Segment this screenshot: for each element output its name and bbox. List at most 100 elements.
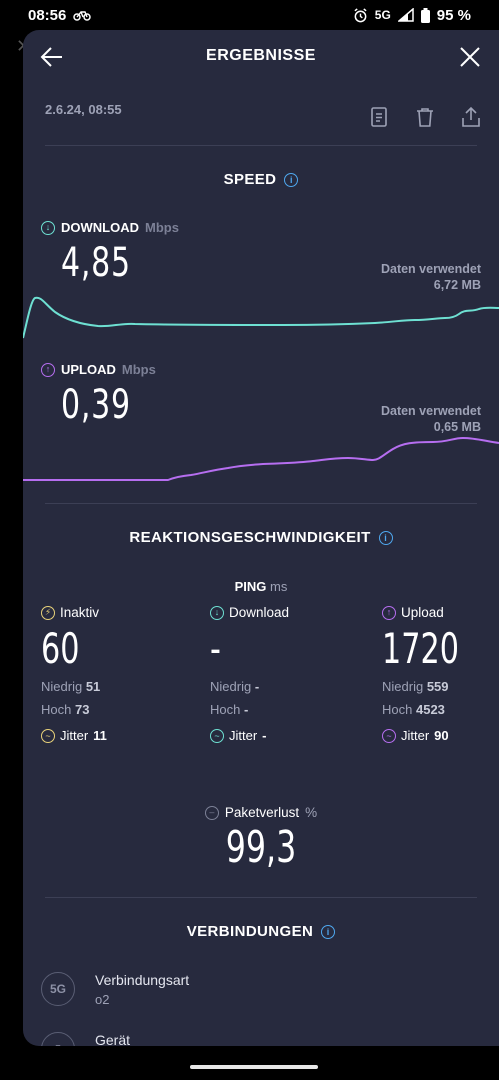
ping-download-high: Hoch - <box>210 702 360 722</box>
download-unit: Mbps <box>145 220 179 235</box>
upload-label: ↑ UPLOAD Mbps <box>41 362 156 377</box>
high-label: Hoch <box>382 702 413 717</box>
ping-upload-low: Niedrig 559 <box>382 679 492 699</box>
ping-download-column: ↓ Download - Niedrig - Hoch - ~ Jitter - <box>210 605 360 743</box>
result-date: 2.6.24, 08:55 <box>45 102 122 117</box>
ping-download-value: - <box>210 624 221 673</box>
low-label: Niedrig <box>382 679 424 694</box>
device-label: Gerät <box>95 1032 131 1046</box>
upload-unit: Mbps <box>121 362 156 377</box>
result-toolbar <box>368 106 482 128</box>
high-label: Hoch <box>41 702 72 717</box>
ping-label: PING <box>234 579 267 594</box>
packet-loss-value: 99,3 <box>225 822 297 873</box>
bike-icon <box>73 11 92 21</box>
trash-icon[interactable] <box>414 106 436 128</box>
jitter-value: 90 <box>434 728 449 743</box>
low-value: - <box>254 679 260 694</box>
download-data-used: Daten verwendet 6,72 MB <box>381 261 481 293</box>
home-gesture-bar[interactable] <box>190 1065 318 1069</box>
upload-value: 0,39 <box>61 382 131 428</box>
speed-info-icon[interactable]: i <box>284 172 299 187</box>
download-value: 4,85 <box>61 240 131 286</box>
status-time: 08:56 <box>28 6 67 24</box>
connections-info-icon[interactable]: i <box>321 924 336 939</box>
header: ERGEBNISSE <box>23 30 499 84</box>
ping-download-jitter: ~ Jitter - <box>210 728 360 743</box>
connections-section-title: VERBINDUNGEN i <box>23 923 499 940</box>
status-bar: 08:56 5G 95 % <box>0 0 499 30</box>
divider <box>45 897 477 898</box>
ping-download-label: ↓ Download <box>210 605 360 620</box>
packet-loss-label-text: Paketverlust <box>224 805 300 820</box>
page-title: ERGEBNISSE <box>206 47 316 64</box>
ping-upload-label: ↑ Upload <box>382 605 492 620</box>
download-data-used-label: Daten verwendet <box>380 262 481 276</box>
battery-level: 95 % <box>436 6 471 24</box>
responsiveness-title-text: REAKTIONSGESCHWINDIGKEIT <box>129 529 371 546</box>
download-label-text: DOWNLOAD <box>61 220 139 235</box>
network-type: 5G <box>374 8 391 22</box>
ping-idle-value: 60 <box>41 624 80 673</box>
download-chart <box>23 296 499 339</box>
idle-icon: ⚡ <box>41 605 55 620</box>
ping-idle-jitter: ~ Jitter 11 <box>41 728 191 743</box>
upload-data-used: Daten verwendet 0,65 MB <box>381 403 481 435</box>
connections-title-text: VERBINDUNGEN <box>186 923 314 940</box>
ping-idle-label: ⚡ Inaktiv <box>41 605 191 620</box>
5g-icon: 5G <box>41 972 75 1006</box>
responsiveness-section-title: REAKTIONSGESCHWINDIGKEIT i <box>23 529 499 546</box>
navigation-bar <box>0 1046 499 1080</box>
packet-loss-icon: – <box>204 805 219 820</box>
jitter-value: - <box>262 728 267 743</box>
high-label: Hoch <box>210 702 241 717</box>
packet-loss-unit: % <box>305 805 318 820</box>
connection-type-label: Verbindungsart <box>95 972 190 988</box>
high-value: 73 <box>74 702 90 717</box>
jitter-icon: ~ <box>41 728 55 743</box>
close-icon[interactable] <box>457 44 483 70</box>
ping-upload-column: ↑ Upload 1720 Niedrig 559 Hoch 4523 ~ Ji… <box>382 605 492 743</box>
alarm-icon <box>354 7 367 22</box>
speed-section-title: SPEED i <box>23 171 499 188</box>
connection-type-value: o2 <box>95 992 110 1007</box>
high-value: - <box>243 702 249 717</box>
ping-download-low: Niedrig - <box>210 679 360 699</box>
download-label: ↓ DOWNLOAD Mbps <box>41 220 179 235</box>
ping-idle-low: Niedrig 51 <box>41 679 191 699</box>
low-label: Niedrig <box>210 679 252 694</box>
ping-idle-high: Hoch 73 <box>41 702 191 722</box>
upload-chart <box>23 436 499 481</box>
jitter-icon: ~ <box>382 728 396 743</box>
upload-data-used-label: Daten verwendet <box>380 404 481 418</box>
jitter-label: Jitter <box>229 728 258 743</box>
low-value: 51 <box>85 679 101 694</box>
packet-loss: – Paketverlust % 99,3 <box>23 802 499 873</box>
device-row: ▯ Gerät <box>41 1032 130 1046</box>
share-icon[interactable] <box>460 106 482 128</box>
battery-icon <box>420 7 430 23</box>
ping-idle-label-text: Inaktiv <box>60 605 100 620</box>
notes-icon[interactable] <box>368 106 390 128</box>
upload-arrow-icon: ↑ <box>41 362 55 377</box>
ping-idle-column: ⚡ Inaktiv 60 Niedrig 51 Hoch 73 ~ Jitter… <box>41 605 191 743</box>
upload-data-used-value: 0,65 MB <box>433 420 481 434</box>
upload-label-text: UPLOAD <box>61 362 116 377</box>
divider <box>45 503 477 504</box>
back-arrow-icon[interactable] <box>39 44 65 70</box>
device-icon: ▯ <box>41 1032 75 1046</box>
connection-type-row: 5G Verbindungsart o2 <box>41 972 189 1007</box>
speed-title-text: SPEED <box>223 171 277 188</box>
responsiveness-info-icon[interactable]: i <box>378 530 393 545</box>
jitter-label: Jitter <box>60 728 89 743</box>
ping-upload-label-text: Upload <box>401 605 444 620</box>
ping-upload-high: Hoch 4523 <box>382 702 492 722</box>
jitter-label: Jitter <box>401 728 430 743</box>
low-label: Niedrig <box>41 679 83 694</box>
download-arrow-icon: ↓ <box>41 220 55 235</box>
low-value: 559 <box>426 679 449 694</box>
download-arrow-icon: ↓ <box>210 605 224 620</box>
ping-title: PING ms <box>23 579 499 594</box>
packet-loss-label: – Paketverlust % <box>204 805 318 820</box>
ping-unit: ms <box>270 579 288 594</box>
